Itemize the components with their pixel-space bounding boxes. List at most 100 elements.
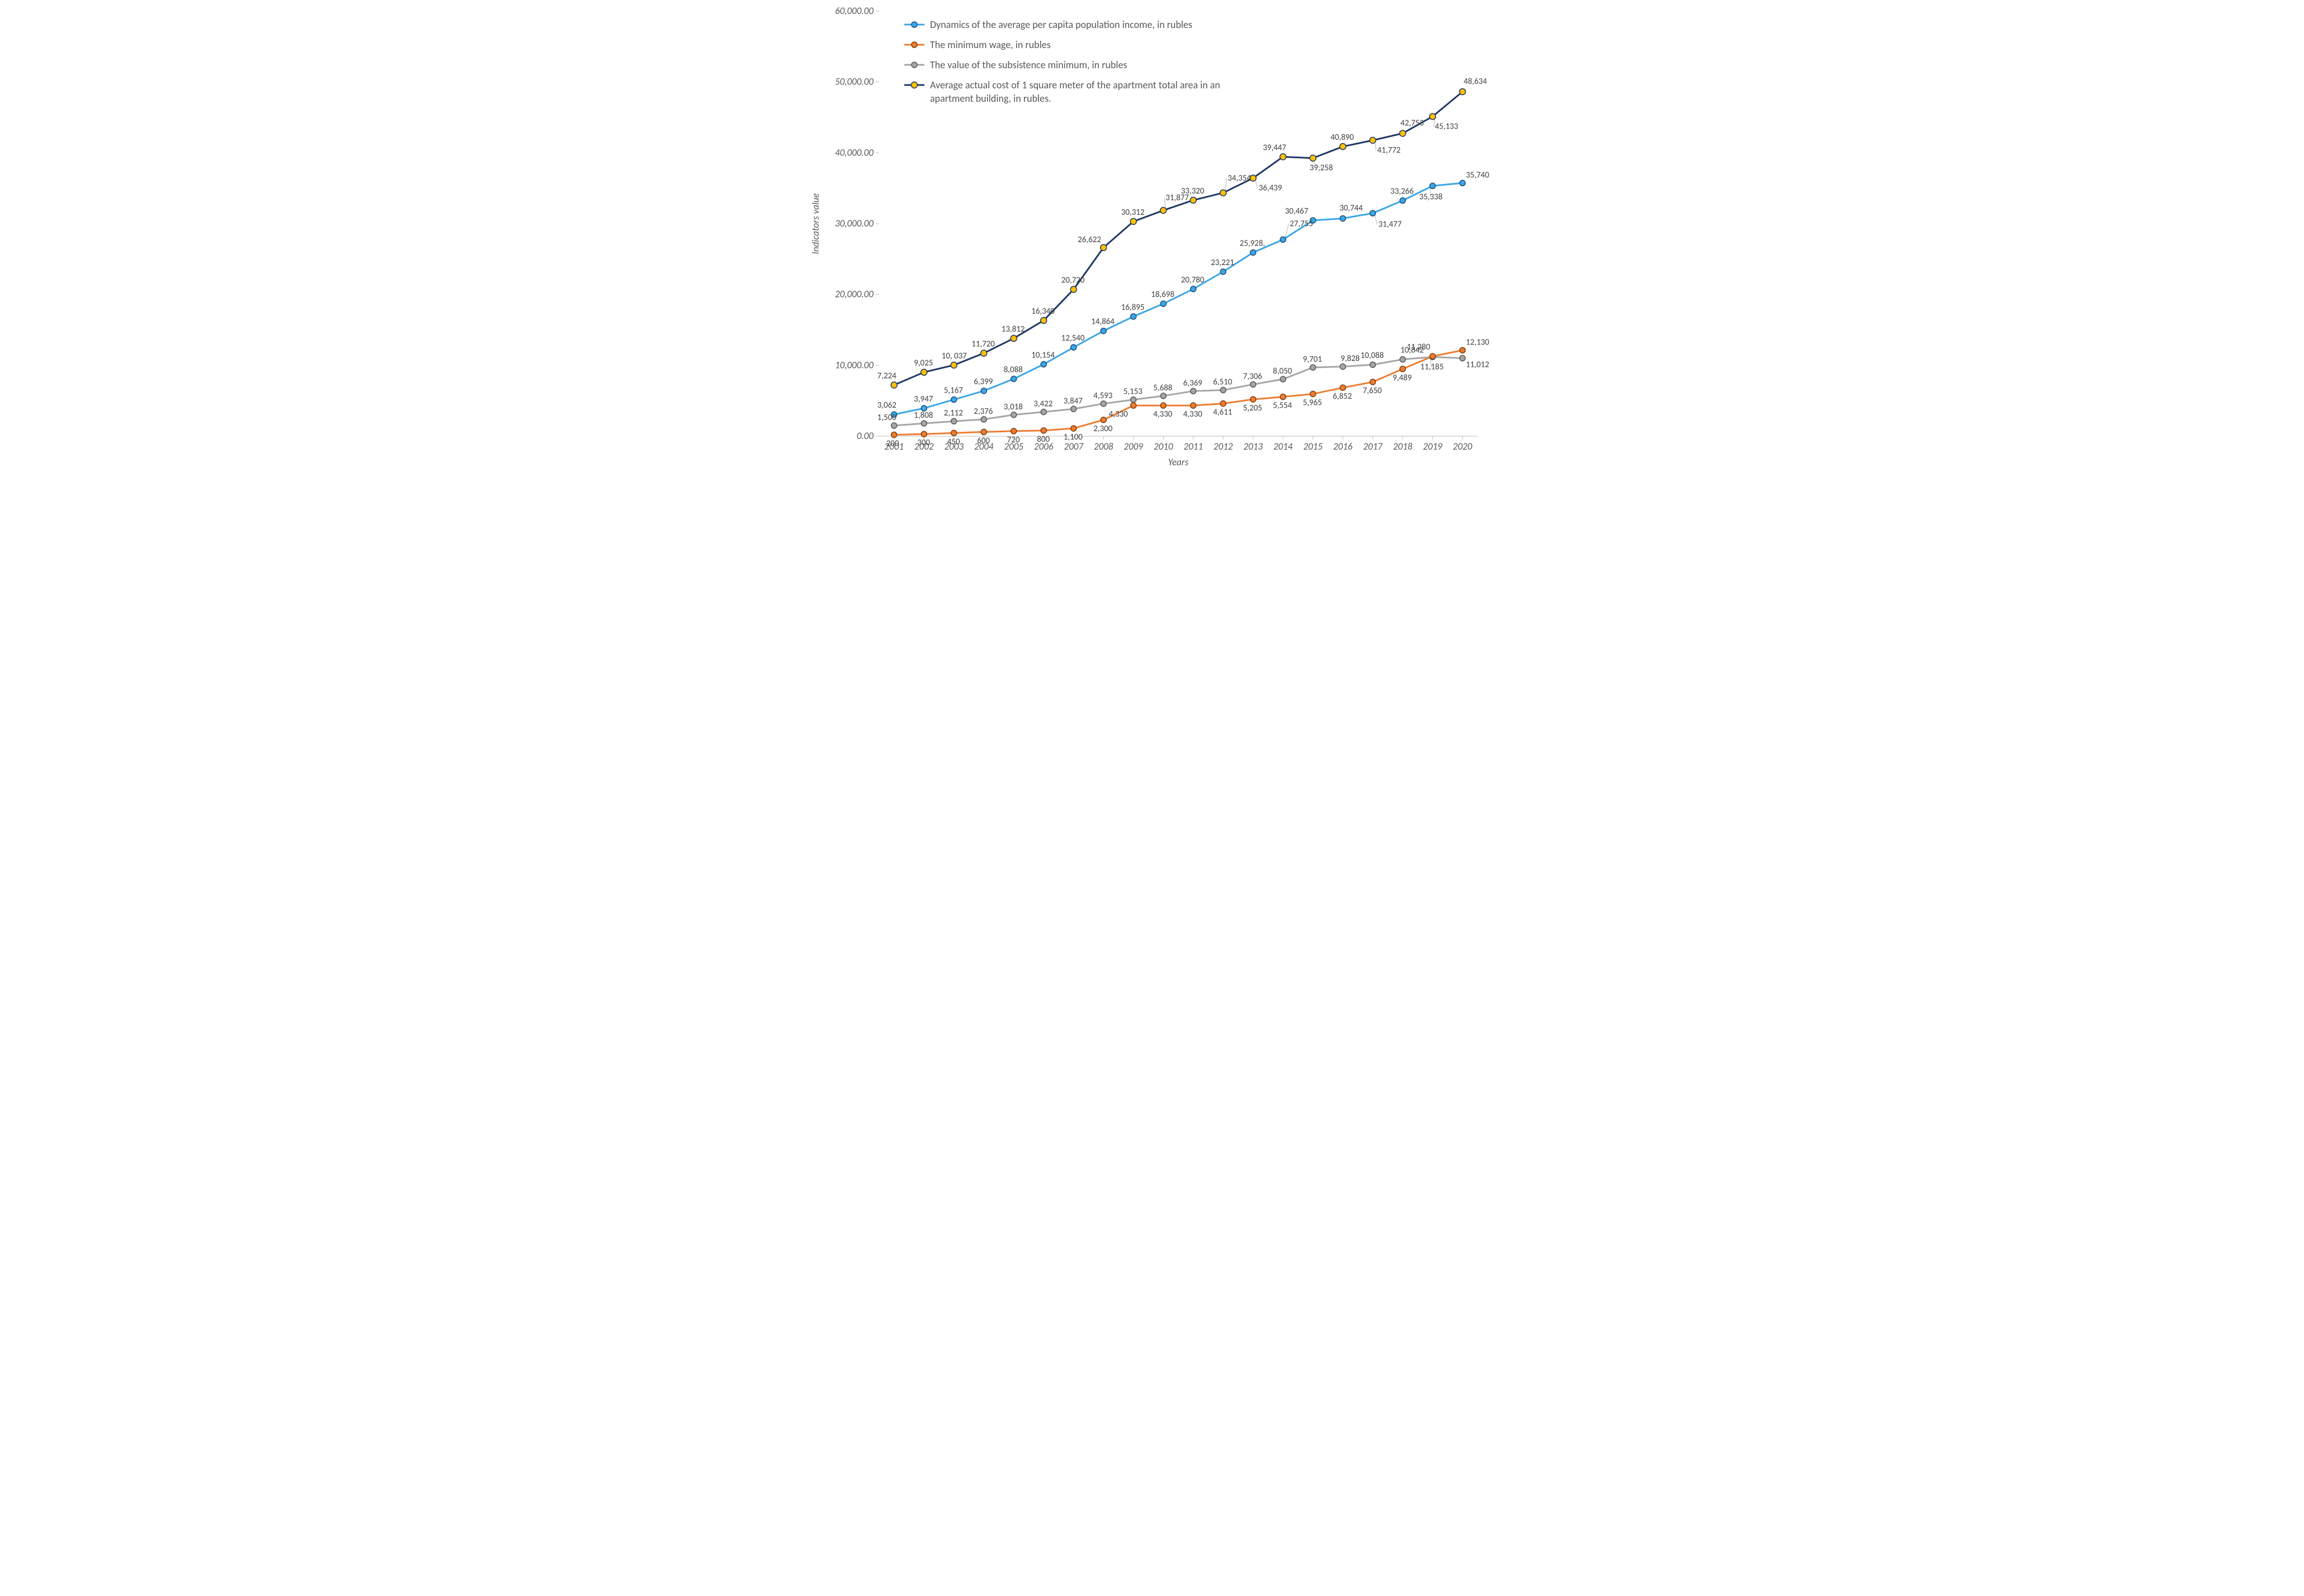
data-label-subsistence: 6,369 [1183, 378, 1203, 388]
marker-income [1250, 250, 1256, 256]
data-label-minwage: 200 [886, 438, 899, 448]
x-tick-label: 2019 [1423, 441, 1443, 452]
data-label-subsistence: 7,306 [1243, 371, 1263, 381]
legend-swatch-marker [912, 22, 917, 27]
data-label-sqm: 9,025 [914, 358, 933, 369]
marker-minwage [1340, 385, 1345, 390]
data-label-minwage: 800 [1037, 435, 1050, 445]
data-label-subsistence: 6,510 [1213, 377, 1233, 388]
x-tick-label: 2008 [1094, 441, 1113, 452]
data-label-minwage: 450 [947, 437, 960, 447]
legend-swatch-marker [912, 62, 917, 68]
data-label-income: 20,780 [1181, 275, 1205, 285]
marker-sqm [1310, 155, 1316, 161]
marker-subsistence [1220, 388, 1226, 393]
data-label-sqm: 39,447 [1263, 143, 1286, 153]
data-label-sqm: 42,753 [1400, 118, 1424, 128]
data-label-income: 35,740 [1466, 170, 1489, 180]
data-label-income: 6,399 [974, 377, 993, 387]
leader-line [1375, 143, 1376, 150]
data-label-minwage: 300 [917, 438, 930, 448]
data-label-minwage: 2,300 [1093, 424, 1113, 434]
y-tick-label: 60,000.00 [835, 5, 874, 17]
marker-sqm [1041, 318, 1047, 324]
x-tick-label: 2018 [1393, 441, 1413, 452]
data-label-sqm: 26,622 [1078, 235, 1101, 245]
marker-income [951, 397, 957, 403]
marker-subsistence [951, 418, 957, 424]
marker-income [1101, 328, 1106, 334]
x-tick-label: 2007 [1064, 441, 1084, 452]
marker-subsistence [1191, 388, 1196, 394]
marker-sqm [1101, 244, 1107, 251]
data-label-minwage: 12,130 [1466, 337, 1489, 347]
y-tick-label: 40,000.00 [835, 147, 874, 158]
marker-minwage [1310, 391, 1316, 396]
legend-label: Average actual cost of 1 square meter of… [930, 79, 1220, 91]
line-chart: 0.0010,000.0020,000.0030,000.0040,000.00… [806, 0, 1498, 479]
data-label-subsistence: 3,018 [1004, 402, 1023, 412]
data-label-subsistence: 1,500 [877, 413, 897, 423]
marker-income [1160, 301, 1166, 306]
data-label-subsistence: 3,847 [1064, 396, 1083, 406]
data-label-subsistence: 5,688 [1153, 383, 1172, 393]
data-label-minwage: 600 [977, 436, 990, 446]
data-label-income: 35,338 [1419, 192, 1443, 202]
marker-income [981, 388, 986, 394]
marker-subsistence [1370, 362, 1376, 367]
data-label-income: 3,062 [877, 400, 896, 410]
x-tick-label: 2011 [1184, 441, 1203, 452]
data-label-sqm: 13,812 [1002, 324, 1025, 334]
marker-income [1131, 314, 1136, 319]
x-tick-label: 2009 [1124, 441, 1144, 452]
data-label-sqm: 45,133 [1435, 121, 1458, 131]
marker-sqm [1220, 190, 1226, 196]
data-label-minwage: 6,852 [1333, 391, 1352, 402]
data-label-income: 30,744 [1339, 204, 1363, 214]
data-label-subsistence: 9,701 [1303, 355, 1322, 365]
legend: Dynamics of the average per capita popul… [904, 18, 1220, 105]
data-label-minwage: 9,489 [1392, 373, 1412, 383]
data-label-minwage: 5,205 [1243, 403, 1262, 413]
marker-subsistence [1340, 364, 1345, 370]
x-tick-label: 2013 [1244, 441, 1263, 452]
marker-income [1071, 344, 1077, 350]
data-label-minwage: 5,965 [1303, 398, 1322, 408]
marker-minwage [1191, 403, 1196, 408]
marker-income [1191, 286, 1196, 292]
y-tick-label: 50,000.00 [835, 76, 874, 88]
data-label-minwage: 4,611 [1213, 408, 1232, 418]
marker-minwage [1370, 379, 1376, 385]
data-label-sqm: 39,258 [1310, 163, 1333, 173]
marker-subsistence [1460, 356, 1465, 361]
marker-subsistence [1131, 397, 1136, 403]
x-tick-label: 2012 [1214, 441, 1233, 452]
data-label-sqm: 48,634 [1463, 77, 1487, 87]
marker-sqm [1340, 144, 1346, 150]
marker-sqm [1370, 137, 1376, 143]
y-tick-label: 20,000.00 [835, 289, 874, 300]
legend-swatch-marker [912, 42, 917, 48]
marker-minwage [1460, 347, 1465, 353]
data-label-subsistence: 8,050 [1273, 366, 1292, 376]
marker-sqm [1070, 286, 1077, 292]
data-label-sqm: 30,312 [1121, 207, 1145, 218]
legend-label: The minimum wage, in rubles [930, 39, 1051, 51]
data-label-sqm: 7,224 [877, 371, 897, 381]
data-label-income: 31,477 [1378, 219, 1402, 229]
marker-sqm [1280, 154, 1286, 160]
data-label-income: 10,154 [1031, 350, 1055, 360]
marker-minwage [921, 431, 927, 437]
data-label-subsistence: 2,376 [974, 407, 993, 417]
data-label-income: 33,266 [1390, 187, 1414, 197]
marker-sqm [951, 362, 957, 368]
marker-minwage [1011, 428, 1017, 434]
data-label-sqm: 20,720 [1061, 276, 1085, 286]
x-tick-label: 2010 [1154, 441, 1173, 452]
data-label-income: 18,698 [1151, 290, 1174, 300]
marker-subsistence [1250, 381, 1256, 387]
marker-income [1011, 376, 1017, 382]
x-tick-label: 2014 [1273, 441, 1293, 452]
marker-sqm [1429, 114, 1436, 120]
data-label-income: 16,895 [1121, 303, 1145, 313]
